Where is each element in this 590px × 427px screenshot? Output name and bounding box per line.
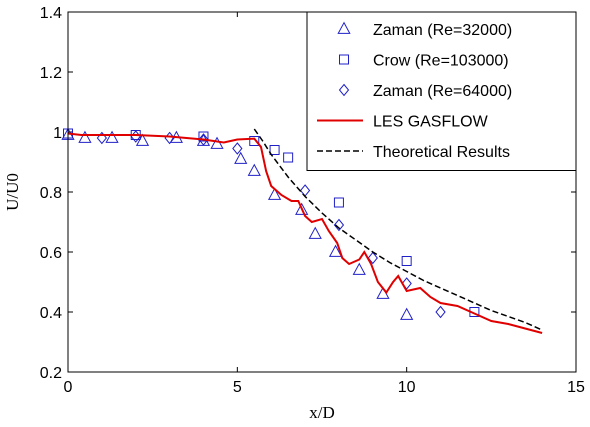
legend-entry: Zaman (Re=64000)	[373, 83, 512, 100]
y-tick-label: 0.2	[40, 365, 62, 382]
diamond-marker	[198, 133, 209, 146]
triangle-marker	[400, 307, 414, 320]
square-marker	[401, 256, 412, 266]
y-tick-label: 0.4	[40, 305, 62, 322]
square-marker	[198, 131, 209, 142]
legend-square-marker	[339, 54, 349, 65]
triangle-marker	[295, 202, 309, 215]
triangle-marker	[328, 244, 343, 257]
diamond-marker	[232, 142, 243, 155]
x-tick-label: 5	[233, 379, 242, 396]
square-marker	[249, 136, 260, 146]
legend-triangle-marker	[337, 21, 351, 34]
triangle-marker	[247, 163, 261, 176]
les-line	[67, 132, 543, 334]
square-marker	[269, 145, 280, 155]
y-axis-label: U/U0	[3, 173, 22, 211]
diamond-marker	[333, 218, 345, 232]
x-axis-label: x/D	[309, 403, 335, 422]
legend-entry: Zaman (Re=32000)	[373, 22, 512, 39]
triangle-marker	[234, 151, 248, 164]
triangle-marker	[267, 187, 282, 200]
triangle-marker	[308, 226, 322, 239]
y-tick-label: 1	[53, 125, 62, 142]
triangle-marker	[78, 130, 92, 143]
tick-label-layer: 0 5 10 15 0.2 0.4 0.6 0.8 1 1.2 1.4	[40, 5, 585, 396]
square-marker	[333, 197, 344, 208]
y-tick-label: 0.6	[40, 245, 62, 262]
y-tick-label: 0.8	[40, 185, 62, 202]
triangle-marker	[352, 262, 366, 275]
legend: Zaman (Re=32000) Crow (Re=103000) Zaman (R…	[306, 11, 577, 171]
legend-entry: Theoretical Results	[373, 144, 510, 161]
y-tick-label: 1.2	[40, 65, 62, 82]
diamond-marker	[96, 131, 108, 145]
triangle-marker	[105, 130, 119, 143]
legend-box	[306, 11, 577, 171]
legend-entry: LES GASFLOW	[373, 114, 489, 131]
x-tick-label: 0	[64, 379, 73, 396]
triangle-marker	[210, 136, 224, 149]
diamond-marker	[367, 251, 378, 265]
x-tick-label: 10	[398, 379, 416, 396]
legend-entry: Crow (Re=103000)	[373, 53, 509, 70]
legend-diamond-marker	[338, 83, 350, 97]
series-4	[253, 128, 543, 331]
series-3	[67, 132, 543, 334]
theoretical-line	[253, 128, 543, 331]
diamond-marker	[299, 184, 311, 197]
diamond-marker	[435, 305, 446, 319]
diamond-marker	[130, 130, 141, 143]
x-tick-label: 15	[567, 379, 585, 396]
triangle-marker	[135, 133, 150, 146]
y-tick-label: 1.4	[40, 5, 62, 22]
square-marker	[283, 152, 294, 163]
